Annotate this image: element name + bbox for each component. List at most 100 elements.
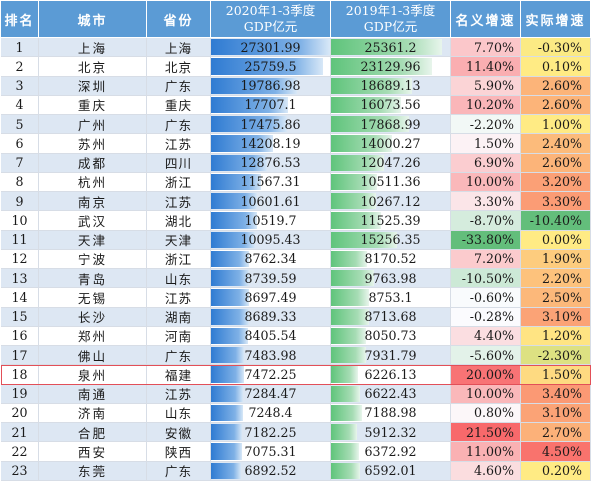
province-cell: 江苏 — [147, 134, 211, 154]
header-gdp-2020-line2: GDP亿元 — [243, 19, 298, 34]
nominal-growth-cell: 11.00% — [451, 442, 521, 462]
real-growth-cell: 0.10% — [521, 57, 591, 77]
province-cell: 安徽 — [147, 423, 211, 443]
real-growth-cell: 3.30% — [521, 192, 591, 212]
province-cell: 江苏 — [147, 288, 211, 308]
city-cell: 南京 — [39, 192, 147, 212]
gdp-2020-cell: 27301.99 — [211, 38, 331, 58]
gdp-2020-bar — [211, 77, 298, 94]
city-cell: 上海 — [39, 38, 147, 58]
nominal-growth-cell: 10.20% — [451, 95, 521, 115]
real-growth-cell: 1.00% — [521, 115, 591, 135]
city-cell: 苏州 — [39, 134, 147, 154]
gdp-2019-cell: 8713.68 — [331, 307, 451, 327]
gdp-2020-bar — [211, 347, 244, 364]
table-row: 22 西安 陕西 7075.31 6372.92 11.00% 4.50% — [1, 442, 591, 462]
real-growth-cell: 3.10% — [521, 307, 591, 327]
gdp-2019-cell: 5912.32 — [331, 423, 451, 443]
gdp-2019-bar — [331, 58, 432, 75]
gdp-2020-bar — [211, 212, 257, 229]
gdp-2019-bar — [331, 308, 369, 325]
city-cell: 北京 — [39, 57, 147, 77]
province-cell: 山东 — [147, 269, 211, 289]
rank-cell: 15 — [1, 307, 39, 327]
city-cell: 无锡 — [39, 288, 147, 308]
gdp-2020-cell: 17475.86 — [211, 115, 331, 135]
gdp-2020-cell: 6892.52 — [211, 461, 331, 481]
nominal-growth-cell: 0.80% — [451, 403, 521, 423]
nominal-growth-cell: 4.60% — [451, 461, 521, 481]
city-cell: 深圳 — [39, 76, 147, 96]
gdp-2020-bar — [211, 366, 244, 383]
nominal-growth-cell: 21.50% — [451, 423, 521, 443]
header-gdp-2020-line1: 2020年1-3季度 — [225, 3, 316, 18]
city-cell: 宁波 — [39, 249, 147, 269]
nominal-growth-cell: 11.40% — [451, 57, 521, 77]
table-row: 23 东莞 广东 6892.52 6592.01 4.60% 0.20% — [1, 461, 591, 481]
gdp-2020-bar — [211, 385, 243, 402]
gdp-2020-bar — [211, 96, 289, 113]
rank-cell: 8 — [1, 172, 39, 192]
gdp-2019-bar — [331, 347, 366, 364]
table-row: 10 武汉 湖北 10519.7 11525.39 -8.70% -10.40% — [1, 211, 591, 231]
gdp-2019-bar — [331, 385, 360, 402]
province-cell: 广东 — [147, 115, 211, 135]
gdp-2020-bar — [211, 154, 268, 171]
real-growth-cell: 3.40% — [521, 384, 591, 404]
gdp-2019-bar — [331, 231, 398, 248]
gdp-2019-cell: 10511.36 — [331, 172, 451, 192]
nominal-growth-cell: -0.28% — [451, 307, 521, 327]
gdp-2020-bar — [211, 462, 242, 479]
gdp-2020-cell: 17707.1 — [211, 95, 331, 115]
gdp-2019-bar — [331, 250, 367, 267]
gdp-2020-cell: 10095.43 — [211, 230, 331, 250]
table-row: 7 成都 四川 12876.53 12047.26 6.90% 2.60% — [1, 153, 591, 173]
province-cell: 福建 — [147, 365, 211, 385]
province-cell: 湖北 — [147, 211, 211, 231]
real-growth-cell: 2.60% — [521, 153, 591, 173]
table-row: 16 郑州 河南 8405.54 8050.73 4.40% 1.20% — [1, 326, 591, 346]
rank-cell: 9 — [1, 192, 39, 212]
gdp-2020-cell: 7248.4 — [211, 403, 331, 423]
rank-cell: 16 — [1, 326, 39, 346]
table-row: 15 长沙 湖南 8689.33 8713.68 -0.28% 3.10% — [1, 307, 591, 327]
province-cell: 河南 — [147, 326, 211, 346]
table-row: 5 广州 广东 17475.86 17868.99 -2.20% 1.00% — [1, 115, 591, 135]
real-growth-cell: 3.20% — [521, 172, 591, 192]
gdp-2019-bar — [331, 443, 359, 460]
nominal-growth-cell: -5.60% — [451, 346, 521, 366]
gdp-2019-cell: 7188.98 — [331, 403, 451, 423]
table-row: 13 青岛 山东 8739.59 9763.98 -10.50% 2.20% — [1, 269, 591, 289]
gdp-2020-bar — [211, 404, 243, 421]
gdp-2019-cell: 25361.2 — [331, 38, 451, 58]
province-cell: 天津 — [147, 230, 211, 250]
gdp-2020-bar — [211, 308, 249, 325]
table-row: 19 南通 江苏 7284.47 6622.43 10.00% 3.40% — [1, 384, 591, 404]
gdp-2020-bar — [211, 135, 273, 152]
real-growth-cell: 1.50% — [521, 365, 591, 385]
province-cell: 江苏 — [147, 384, 211, 404]
province-cell: 广东 — [147, 76, 211, 96]
nominal-growth-cell: 4.40% — [451, 326, 521, 346]
rank-cell: 1 — [1, 38, 39, 58]
table-row: 14 无锡 江苏 8697.49 8753.1 -0.60% 2.50% — [1, 288, 591, 308]
gdp-2019-cell: 6226.13 — [331, 365, 451, 385]
header-gdp-2019-line1: 2019年1-3季度 — [345, 3, 436, 18]
gdp-2020-bar — [211, 270, 250, 287]
nominal-growth-cell: -8.70% — [451, 211, 521, 231]
province-cell: 上海 — [147, 38, 211, 58]
gdp-2019-bar — [331, 96, 402, 113]
gdp-2019-bar — [331, 39, 442, 56]
header-real-growth: 实际增速 — [521, 1, 591, 38]
nominal-growth-cell: 1.50% — [451, 134, 521, 154]
gdp-2020-cell: 7284.47 — [211, 384, 331, 404]
gdp-2020-bar — [211, 289, 249, 306]
gdp-2019-cell: 12047.26 — [331, 153, 451, 173]
nominal-growth-cell: 20.00% — [451, 365, 521, 385]
real-growth-cell: -0.30% — [521, 38, 591, 58]
gdp-2020-cell: 25759.5 — [211, 57, 331, 77]
header-gdp-2019-line2: GDP亿元 — [363, 19, 418, 34]
gdp-2019-bar — [331, 404, 363, 421]
gdp-2020-cell: 7483.98 — [211, 346, 331, 366]
gdp-2019-bar — [331, 270, 374, 287]
